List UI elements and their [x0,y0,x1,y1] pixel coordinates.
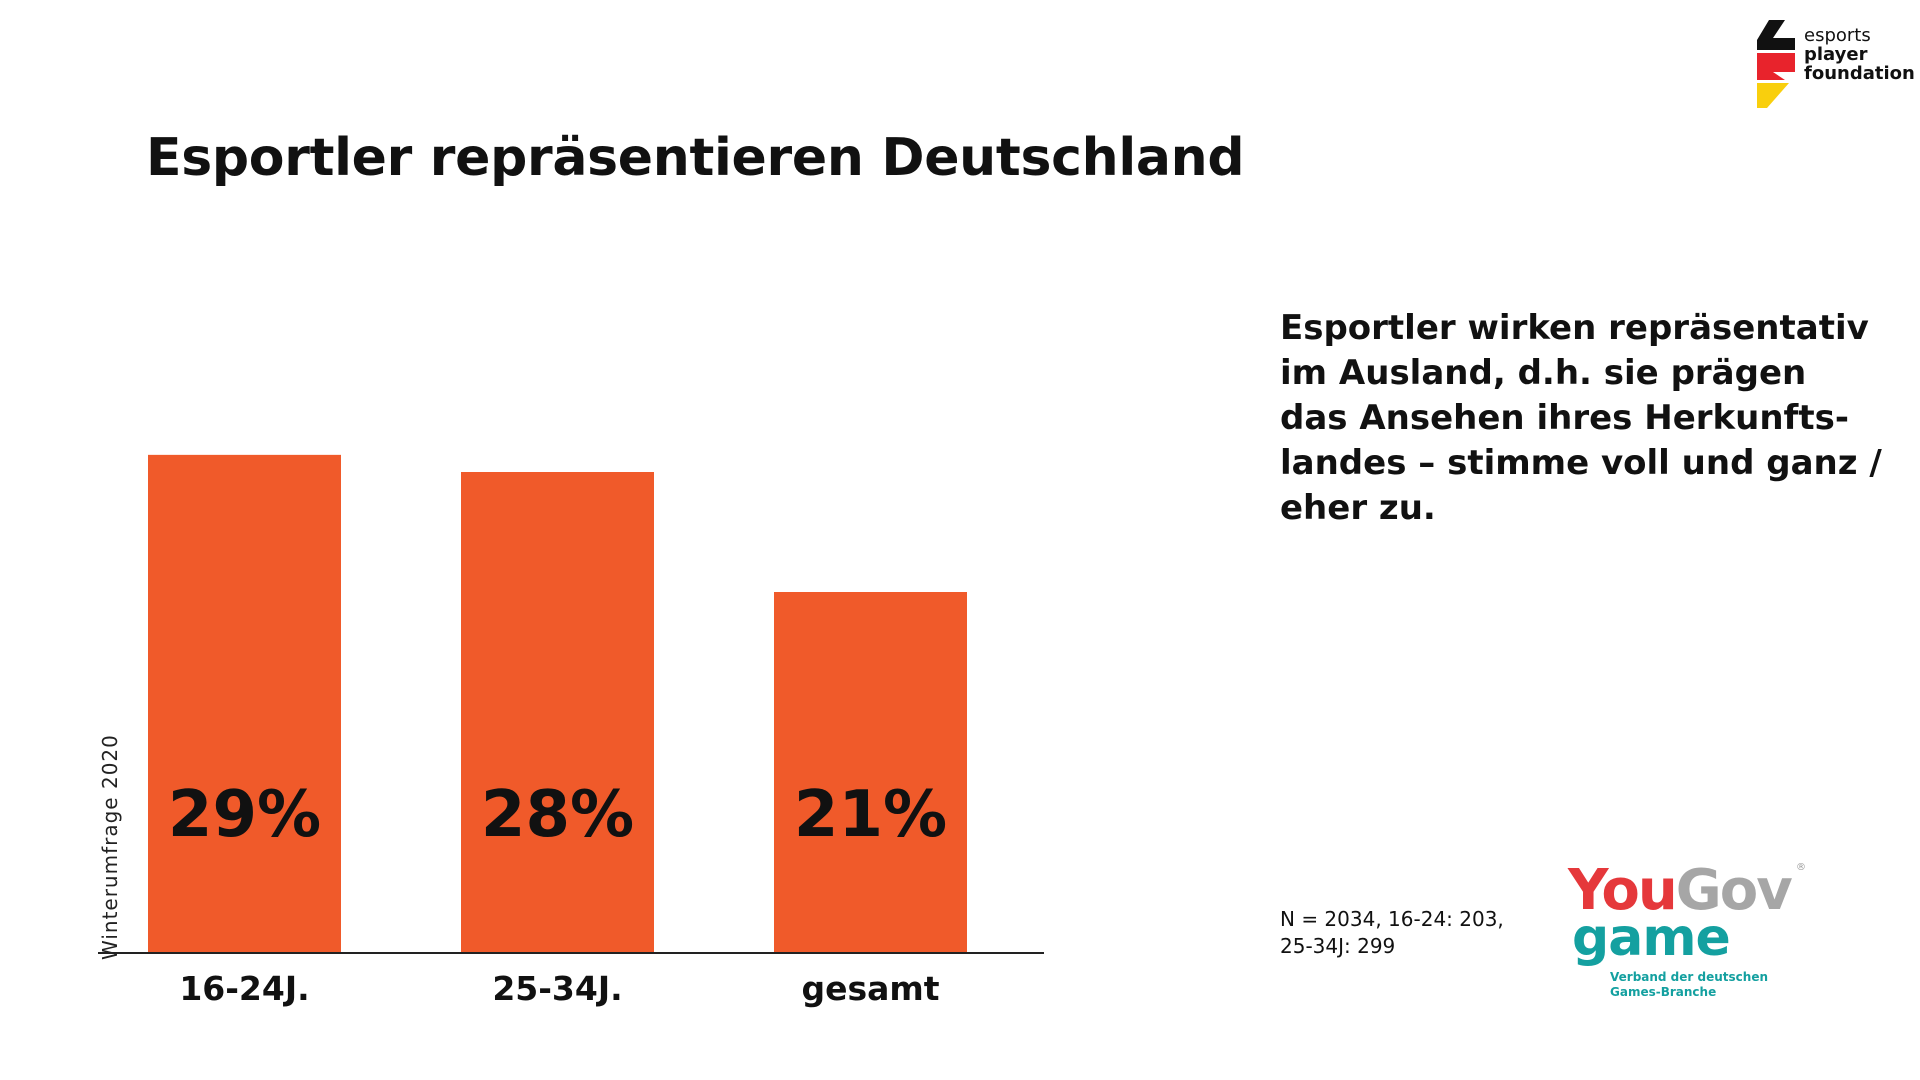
survey-side-note-text: Winterumfrage 2020 [98,734,122,960]
bar-value-label: 21% [794,778,947,852]
statement-line: eher zu. [1280,488,1436,528]
statement-line: das Ansehen ihres Herkunfts- [1280,398,1849,438]
epf-logo-line3: foundation [1804,63,1915,84]
category-label: gesamt [801,969,939,1008]
game-logo-subtitle: Verband der deutschen Games-Branche [1610,970,1812,1000]
sample-size-line: N = 2034, 16-24: 203, [1280,907,1504,931]
bar-value-label: 28% [481,778,634,852]
epf-logo-line1: esports [1804,25,1871,46]
yougov-logo-gov: Gov [1675,858,1793,923]
epf-logo-mark-icon [1757,20,1795,108]
bar-value-label: 29% [168,778,321,852]
statement-line: landes – stimme voll und ganz / [1280,443,1882,483]
yougov-logo: YouGov ® [1568,858,1806,923]
epf-logo-line2: player [1804,44,1868,65]
yougov-logo-you: You [1568,858,1678,923]
sample-size-line: 25-34J: 299 [1280,934,1396,958]
game-logo-subtitle-line: Games-Branche [1610,985,1717,999]
bar-2 [461,472,654,952]
statement-line: Esportler wirken repräsentativ [1280,308,1869,348]
statement-text: Esportler wirken repräsentativ im Auslan… [1280,306,1882,531]
bar-3 [774,592,967,952]
game-logo-subtitle-line: Verband der deutschen [1610,970,1768,984]
yougov-registered-mark: ® [1796,862,1806,873]
sample-size-note: N = 2034, 16-24: 203, 25-34J: 299 [1280,906,1580,960]
esports-player-foundation-logo: esports player foundation [1755,20,1920,110]
category-label: 16-24J. [179,969,309,1008]
category-label: 25-34J. [492,969,622,1008]
statement-line: im Ausland, d.h. sie prägen [1280,353,1807,393]
epf-logo-text: esports player foundation [1804,26,1915,83]
page-title: Esportler repräsentieren Deutschland [146,128,1245,188]
bar-1 [148,454,341,952]
game-association-logo: game Verband der deutschen Games-Branche [1572,910,1812,1000]
game-logo-word: game [1572,908,1731,968]
